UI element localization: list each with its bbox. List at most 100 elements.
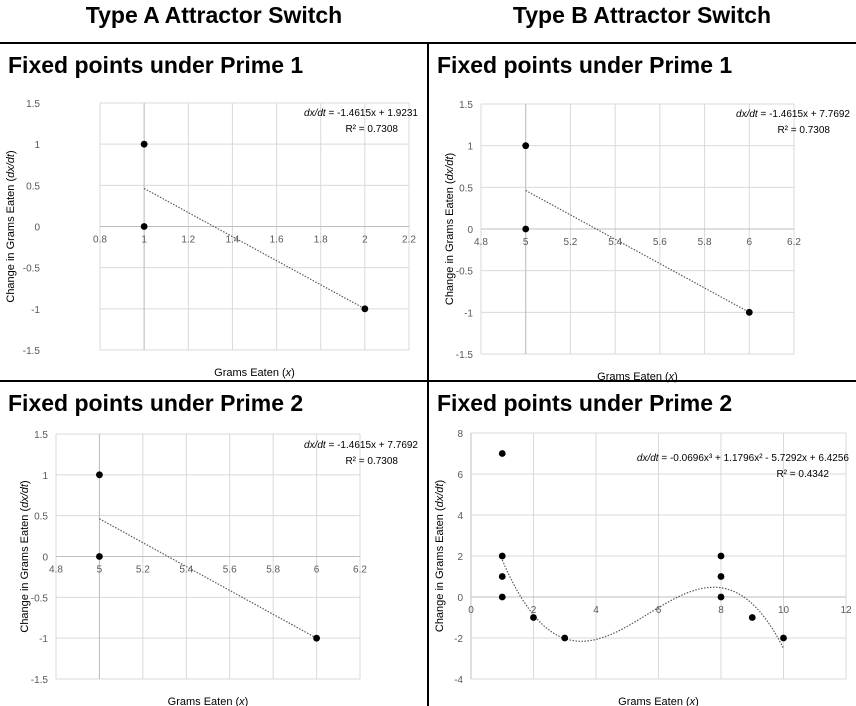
data-point bbox=[498, 552, 506, 560]
data-point bbox=[522, 225, 530, 233]
trendline bbox=[143, 187, 366, 310]
x-tick-label: 5.6 bbox=[223, 565, 237, 576]
column-title-type-a: Type A Attractor Switch bbox=[85, 2, 343, 28]
x-tick-label: 6.2 bbox=[787, 237, 801, 248]
chart-b2: -4 -2 0 2 4 6 8 0 2 4 6 8 10 12 dx/dt = -0.0696x³ + 1.… bbox=[434, 429, 852, 706]
data-point bbox=[498, 593, 506, 601]
y-tick-label: 0 bbox=[42, 553, 48, 564]
y-tick-label: 4 bbox=[457, 511, 463, 522]
y-tick-label: 0.5 bbox=[34, 512, 48, 523]
x-tick-label: 5.2 bbox=[136, 565, 150, 576]
x-tick-label: 1.6 bbox=[270, 235, 284, 246]
data-point bbox=[96, 553, 103, 560]
x-tick-label: 0 bbox=[468, 605, 474, 616]
x-tick-label: 5.4 bbox=[179, 565, 193, 576]
y-tick-label: -0.5 bbox=[23, 264, 41, 275]
panel-b1: Fixed points under Prime 1 -1.5 -1 -0.5 0 0.… bbox=[429, 44, 856, 383]
x-tick-label: 1.2 bbox=[181, 235, 195, 246]
y-tick-label: 2 bbox=[457, 552, 463, 563]
x-tick-label: 4.8 bbox=[49, 565, 63, 576]
x-tick-label: 6.2 bbox=[353, 565, 367, 576]
x-tick-label: 1.4 bbox=[225, 235, 239, 246]
x-tick-label: 5.4 bbox=[608, 237, 622, 248]
x-tick-label: 2 bbox=[362, 235, 368, 246]
x-tick-label: 4 bbox=[593, 605, 599, 616]
x-tick-label: 1.8 bbox=[314, 235, 328, 246]
panel-b2: Fixed points under Prime 2 -4 -2 0 2 4 6 8 0 2 4 6… bbox=[429, 382, 856, 706]
x-axis-title: Grams Eaten (x) bbox=[168, 696, 249, 706]
data-point bbox=[780, 634, 787, 642]
x-tick-label: 1 bbox=[141, 235, 147, 246]
x-tick-label: 6 bbox=[656, 605, 662, 616]
data-point bbox=[717, 573, 725, 580]
y-tick-label: -1 bbox=[39, 634, 48, 645]
y-tick-label: -1.5 bbox=[31, 675, 49, 686]
trendline-equation: dx/dt = -0.0696x³ + 1.1796x² - 5.7292x +… bbox=[637, 453, 850, 464]
x-tick-label: 6 bbox=[747, 237, 753, 248]
r-squared-label: R² = 0.7308 bbox=[345, 124, 398, 135]
y-tick-label: 1.5 bbox=[34, 430, 48, 441]
trendline-equation: dx/dt = -1.4615x + 1.9231 bbox=[304, 108, 418, 119]
x-tick-label: 5 bbox=[523, 237, 529, 248]
panel-a2: Fixed points under Prime 2 -1.5 -1 -0.5 0 0.… bbox=[0, 382, 427, 706]
y-tick-label: 8 bbox=[457, 429, 463, 440]
y-tick-label: -0.5 bbox=[31, 593, 49, 604]
y-tick-label: -0.5 bbox=[456, 267, 474, 278]
y-axis-title: Change in Grams Eaten (dx/dt) bbox=[434, 480, 446, 632]
data-point bbox=[530, 614, 537, 621]
x-tick-label: 2 bbox=[531, 605, 537, 616]
x-axis-title: Grams Eaten (x) bbox=[597, 371, 678, 383]
x-tick-label: 6 bbox=[314, 565, 320, 576]
x-tick-label: 5.8 bbox=[266, 565, 280, 576]
x-tick-label: 5.8 bbox=[698, 237, 712, 248]
x-tick-label: 4.8 bbox=[474, 237, 488, 248]
x-tick-label: 0.8 bbox=[93, 235, 107, 246]
chart-b1: -1.5 -1 -0.5 0 0.5 1 1.5 4.8 5 5.2 5.4 5.6 5.8 6 6.2 dx… bbox=[444, 100, 850, 383]
data-point bbox=[313, 634, 320, 642]
y-tick-label: -1.5 bbox=[456, 350, 474, 361]
chart-a1: -1.5 -1 -0.5 0 0.5 1 1.5 0.8 1 1.2 1.4 1.6 1.8 2 2.2 dx… bbox=[5, 99, 418, 379]
data-point bbox=[140, 223, 148, 230]
x-axis-title: Grams Eaten (x) bbox=[214, 367, 295, 379]
y-tick-label: -1 bbox=[31, 305, 40, 316]
panel-title-b1: Fixed points under Prime 1 bbox=[437, 52, 733, 78]
trendline bbox=[501, 559, 785, 649]
panel-title-a1: Fixed points under Prime 1 bbox=[8, 52, 304, 78]
y-tick-label: 0 bbox=[34, 223, 40, 234]
trendline-equation: dx/dt = -1.4615x + 7.7692 bbox=[736, 109, 850, 120]
panel-a1: Fixed points under Prime 1 -1.5 -1 -0.5 0 0.… bbox=[0, 44, 427, 380]
data-point bbox=[96, 471, 103, 479]
data-point bbox=[717, 552, 725, 560]
data-point bbox=[745, 308, 753, 316]
data-point bbox=[498, 573, 506, 580]
data-point bbox=[748, 614, 756, 621]
y-axis-title: Change in Grams Eaten (dx/dt) bbox=[5, 150, 17, 302]
trendline bbox=[99, 518, 317, 639]
y-tick-label: -1.5 bbox=[23, 346, 41, 357]
x-tick-label: 5.2 bbox=[563, 237, 577, 248]
y-tick-label: 0 bbox=[467, 225, 473, 236]
x-tick-label: 8 bbox=[718, 605, 724, 616]
panel-title-b2: Fixed points under Prime 2 bbox=[437, 390, 733, 416]
y-tick-label: 1 bbox=[42, 471, 48, 482]
chart-a2: -1.5 -1 -0.5 0 0.5 1 1.5 4.8 5 5.2 5.4 5.6 5.8 6 6.2 dx… bbox=[19, 430, 418, 706]
y-tick-label: 1.5 bbox=[26, 99, 40, 110]
y-tick-label: -2 bbox=[454, 634, 463, 645]
x-tick-label: 2.2 bbox=[402, 235, 416, 246]
trendline-equation: dx/dt = -1.4615x + 7.7692 bbox=[304, 440, 418, 451]
data-point bbox=[361, 305, 369, 313]
y-tick-label: 1 bbox=[467, 142, 473, 153]
y-tick-label: 1 bbox=[34, 140, 40, 151]
y-tick-label: 1.5 bbox=[459, 100, 473, 111]
data-point bbox=[717, 593, 725, 601]
r-squared-label: R² = 0.7308 bbox=[777, 125, 830, 136]
x-tick-label: 10 bbox=[778, 605, 790, 616]
x-tick-label: 12 bbox=[840, 605, 852, 616]
x-tick-label: 5.6 bbox=[653, 237, 667, 248]
y-axis-title: Change in Grams Eaten (dx/dt) bbox=[444, 153, 456, 305]
grid-divider-vertical bbox=[427, 42, 429, 706]
y-tick-label: -1 bbox=[464, 308, 473, 319]
column-title-type-b: Type B Attractor Switch bbox=[512, 2, 772, 28]
x-axis-title: Grams Eaten (x) bbox=[618, 696, 699, 706]
panel-title-a2: Fixed points under Prime 2 bbox=[8, 390, 304, 416]
